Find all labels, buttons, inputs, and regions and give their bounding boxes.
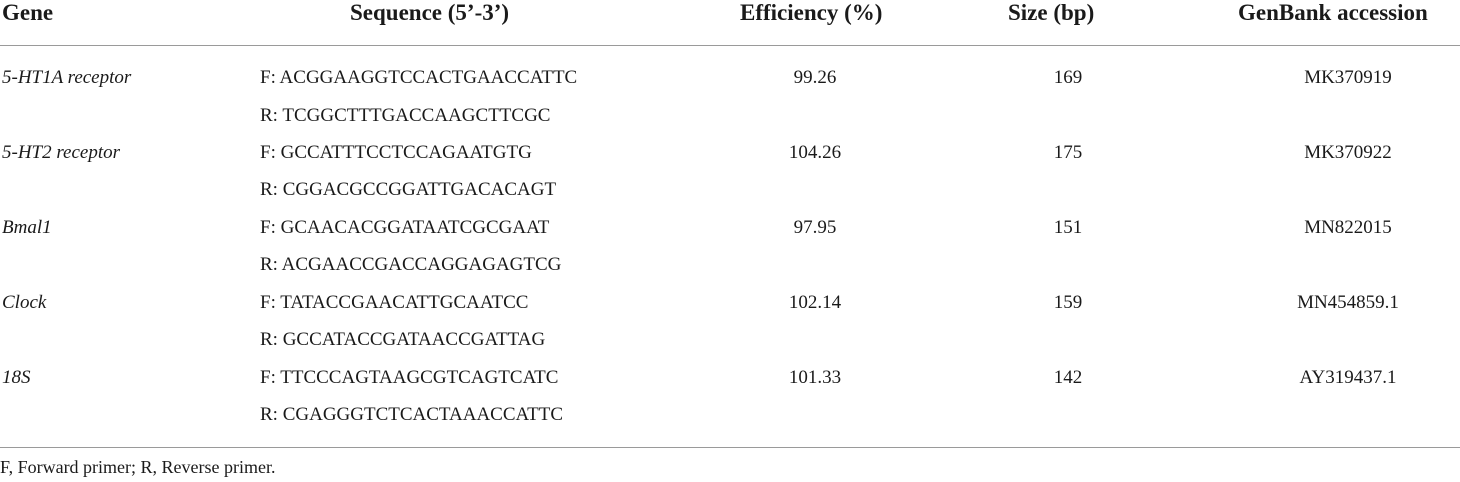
table-cell-reverse-primer: R: ACGAACCGACCAGGAGAGTCG [260,254,562,275]
table-cell-gene: 18S [2,367,31,388]
table-cell-reverse-primer: R: CGAGGGTCTCACTAAACCATTC [260,404,564,425]
table-footnote: F, Forward primer; R, Reverse primer. [0,457,276,477]
table-cell-reverse-primer: R: CGGACGCCGGATTGACACAGT [260,179,557,200]
table-cell-reverse-primer: R: TCGGCTTTGACCAAGCTTCGC [260,105,551,126]
table-cell-efficiency: 97.95 [793,217,837,238]
table-cell-forward-primer: F: ACGGAAGGTCCACTGAACCATTC [260,67,578,88]
table-cell-gene: 5-HT1A receptor [2,67,132,88]
table-cell-genbank: MN454859.1 [1297,292,1399,313]
table-cell-forward-primer: F: TATACCGAACATTGCAATCC [260,292,529,313]
header-size: Size (bp) [1008,0,1095,25]
table-cell-efficiency: 102.14 [788,292,842,313]
table-cell-efficiency: 104.26 [788,142,842,163]
table-cell-efficiency: 99.26 [793,67,837,88]
footer-rule [0,447,1460,448]
table-cell-size: 169 [1053,67,1083,88]
header-genbank: GenBank accession [1238,0,1428,25]
table-cell-size: 151 [1053,217,1083,238]
table-cell-genbank: MK370919 [1304,67,1392,88]
table-cell-genbank: MN822015 [1304,217,1392,238]
table-cell-gene: Bmal1 [2,217,52,238]
header-efficiency: Efficiency (%) [740,0,883,25]
table-cell-gene: Clock [2,292,47,313]
table-cell-forward-primer: F: GCCATTTCCTCCAGAATGTG [260,142,532,163]
table-cell-gene: 5-HT2 receptor [2,142,121,163]
table-cell-efficiency: 101.33 [788,367,842,388]
table-cell-genbank: AY319437.1 [1299,367,1397,388]
table-cell-genbank: MK370922 [1304,142,1392,163]
table-cell-size: 159 [1053,292,1083,313]
table-cell-size: 175 [1053,142,1083,163]
header-sequence: Sequence (5’-3’) [350,0,510,25]
header-gene: Gene [2,0,54,25]
header-rule [0,45,1460,46]
table-cell-forward-primer: F: GCAACACGGATAATCGCGAAT [260,217,550,238]
table-cell-forward-primer: F: TTCCCAGTAAGCGTCAGTCATC [260,367,559,388]
table-cell-reverse-primer: R: GCCATACCGATAACCGATTAG [260,329,546,350]
table-cell-size: 142 [1053,367,1083,388]
